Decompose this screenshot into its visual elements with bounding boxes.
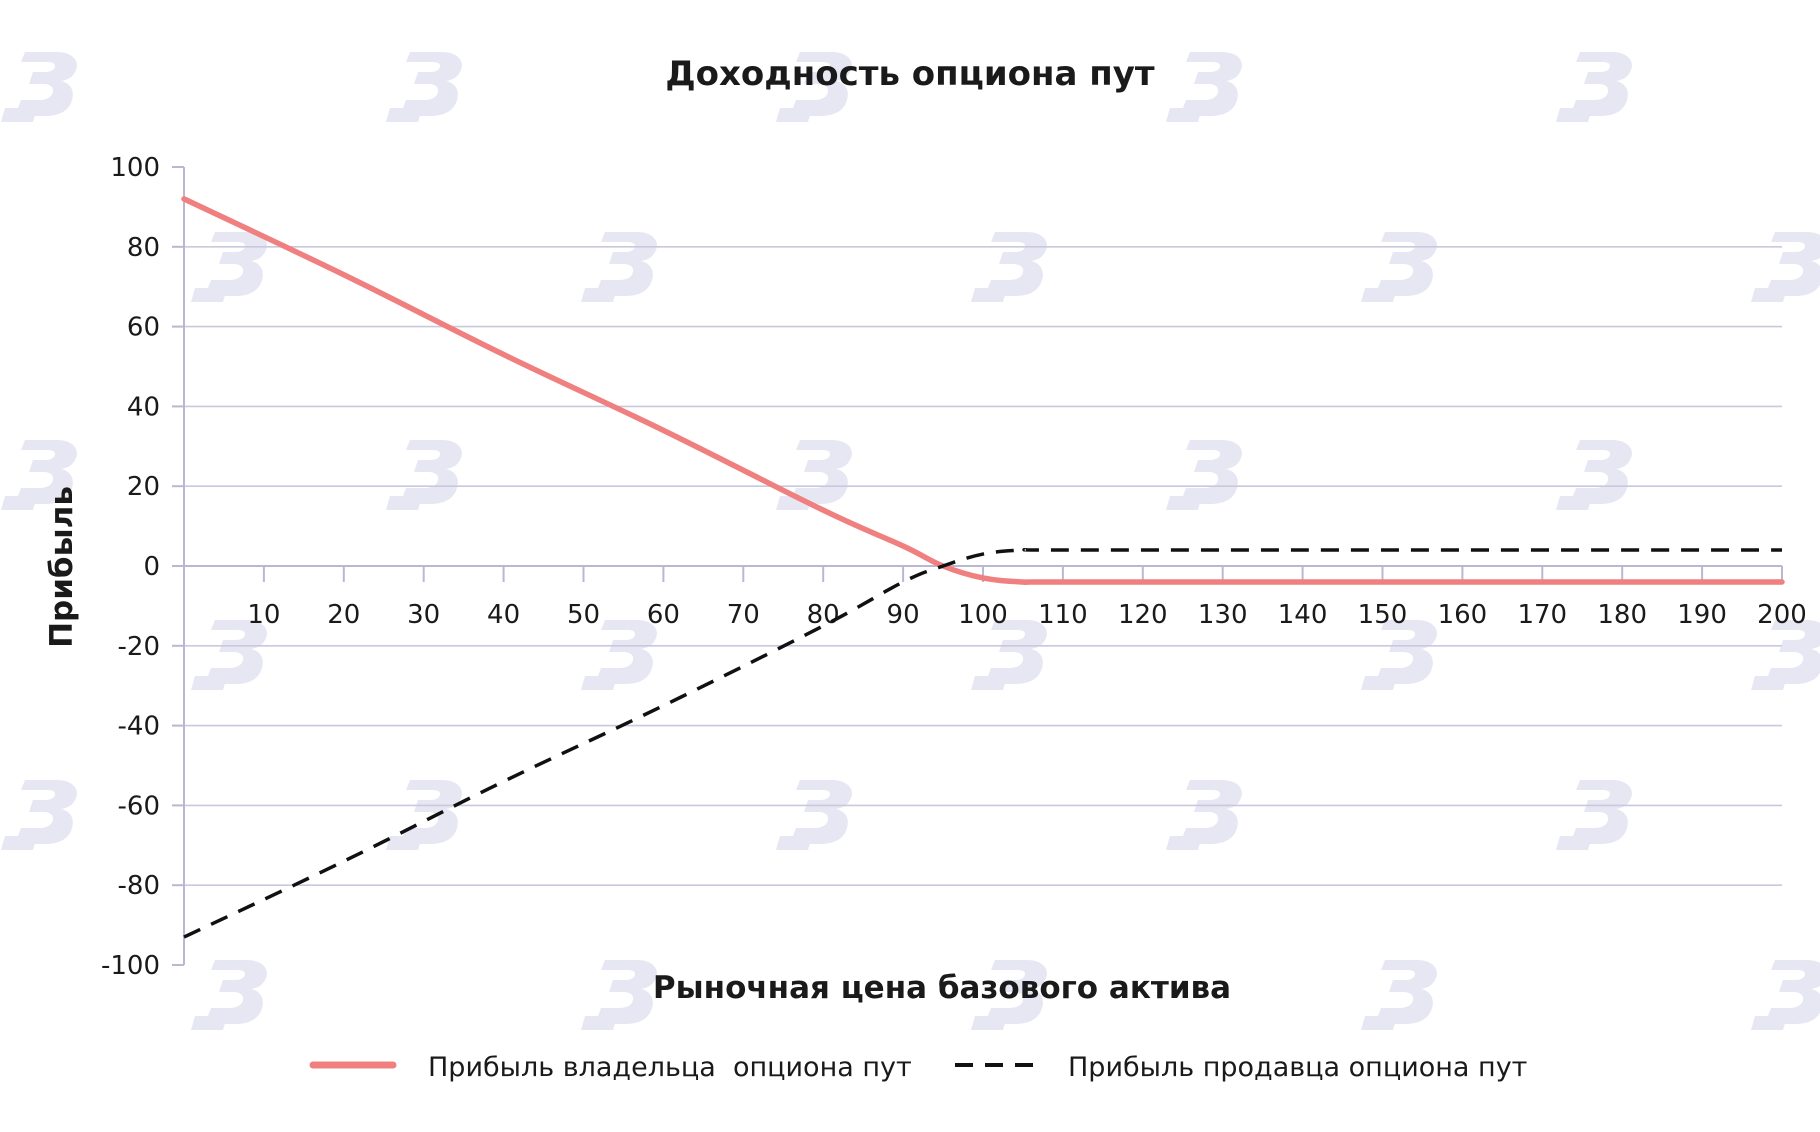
watermark-logo <box>776 440 852 510</box>
watermark-logo <box>581 620 657 690</box>
watermark-logo <box>581 960 657 1030</box>
y-tick-label: -20 <box>118 632 160 662</box>
watermark-logo <box>776 780 852 850</box>
x-tick-label: 80 <box>807 600 840 630</box>
watermark-logo <box>1166 52 1242 122</box>
x-tick-label: 120 <box>1118 600 1168 630</box>
x-tick-label: 170 <box>1517 600 1567 630</box>
x-tick-label: 200 <box>1757 600 1807 630</box>
watermark-logo <box>1751 620 1820 690</box>
legend-label-owner: Прибыль владельца опциона пут <box>428 1052 912 1083</box>
seller-profit-line <box>183 547 1782 939</box>
y-tick-label: 40 <box>127 392 160 422</box>
y-tick-label: -40 <box>118 712 160 742</box>
watermark-logo <box>1556 440 1632 510</box>
legend-label-seller: Прибыль продавца опциона пут <box>1068 1052 1527 1083</box>
x-tick-label: 190 <box>1677 600 1727 630</box>
x-tick-label: 160 <box>1438 600 1488 630</box>
watermark-layer <box>1 52 1820 1030</box>
watermark-logo <box>1556 780 1632 850</box>
series-layer <box>181 196 1785 939</box>
y-tick-label: 60 <box>127 313 160 343</box>
y-tick-label: 20 <box>127 472 160 502</box>
legend: Прибыль владельца опциона пут Прибыль пр… <box>309 1052 1527 1083</box>
watermark-logo <box>386 52 462 122</box>
x-tick-label: 140 <box>1278 600 1328 630</box>
y-tick-label: -60 <box>118 791 160 821</box>
x-tick-label: 110 <box>1038 600 1088 630</box>
watermark-logo <box>1 780 77 850</box>
y-tick-label: 0 <box>143 552 160 582</box>
x-tick-label: 10 <box>247 600 280 630</box>
watermark-logo <box>191 232 267 302</box>
x-tick-label: 20 <box>327 600 360 630</box>
watermark-logo <box>1166 780 1242 850</box>
watermark-logo <box>1 52 77 122</box>
y-tick-label: -80 <box>118 871 160 901</box>
watermark-logo <box>1361 232 1437 302</box>
watermark-logo <box>191 960 267 1030</box>
watermark-logo <box>1751 960 1820 1030</box>
x-tick-label: 100 <box>958 600 1008 630</box>
x-tick-label: 50 <box>567 600 600 630</box>
y-tick-label: -100 <box>101 951 160 981</box>
owner-profit-line <box>181 196 1785 586</box>
watermark-logo <box>386 780 462 850</box>
watermark-logo <box>1751 232 1820 302</box>
watermark-logo <box>1556 52 1632 122</box>
x-tick-label: 40 <box>487 600 520 630</box>
watermark-logo <box>386 440 462 510</box>
x-tick-label: 150 <box>1358 600 1408 630</box>
chart-title: Доходность опциона пут <box>665 54 1155 94</box>
watermark-logo <box>1361 620 1437 690</box>
watermark-logo <box>1361 960 1437 1030</box>
y-tick-label: 80 <box>127 233 160 263</box>
watermark-logo <box>971 232 1047 302</box>
y-axis-title: Прибыль <box>44 486 80 648</box>
y-tick-label: 100 <box>110 153 160 183</box>
x-tick-label: 30 <box>407 600 440 630</box>
x-axis-title: Рыночная цена базового актива <box>653 970 1231 1006</box>
x-tick-label: 70 <box>727 600 760 630</box>
watermark-logo <box>1166 440 1242 510</box>
watermark-logo <box>191 620 267 690</box>
x-tick-label: 180 <box>1597 600 1647 630</box>
x-tick-label: 60 <box>647 600 680 630</box>
watermark-logo <box>971 620 1047 690</box>
x-tick-label: 130 <box>1198 600 1248 630</box>
x-tick-label: 90 <box>887 600 920 630</box>
watermark-logo <box>581 232 657 302</box>
